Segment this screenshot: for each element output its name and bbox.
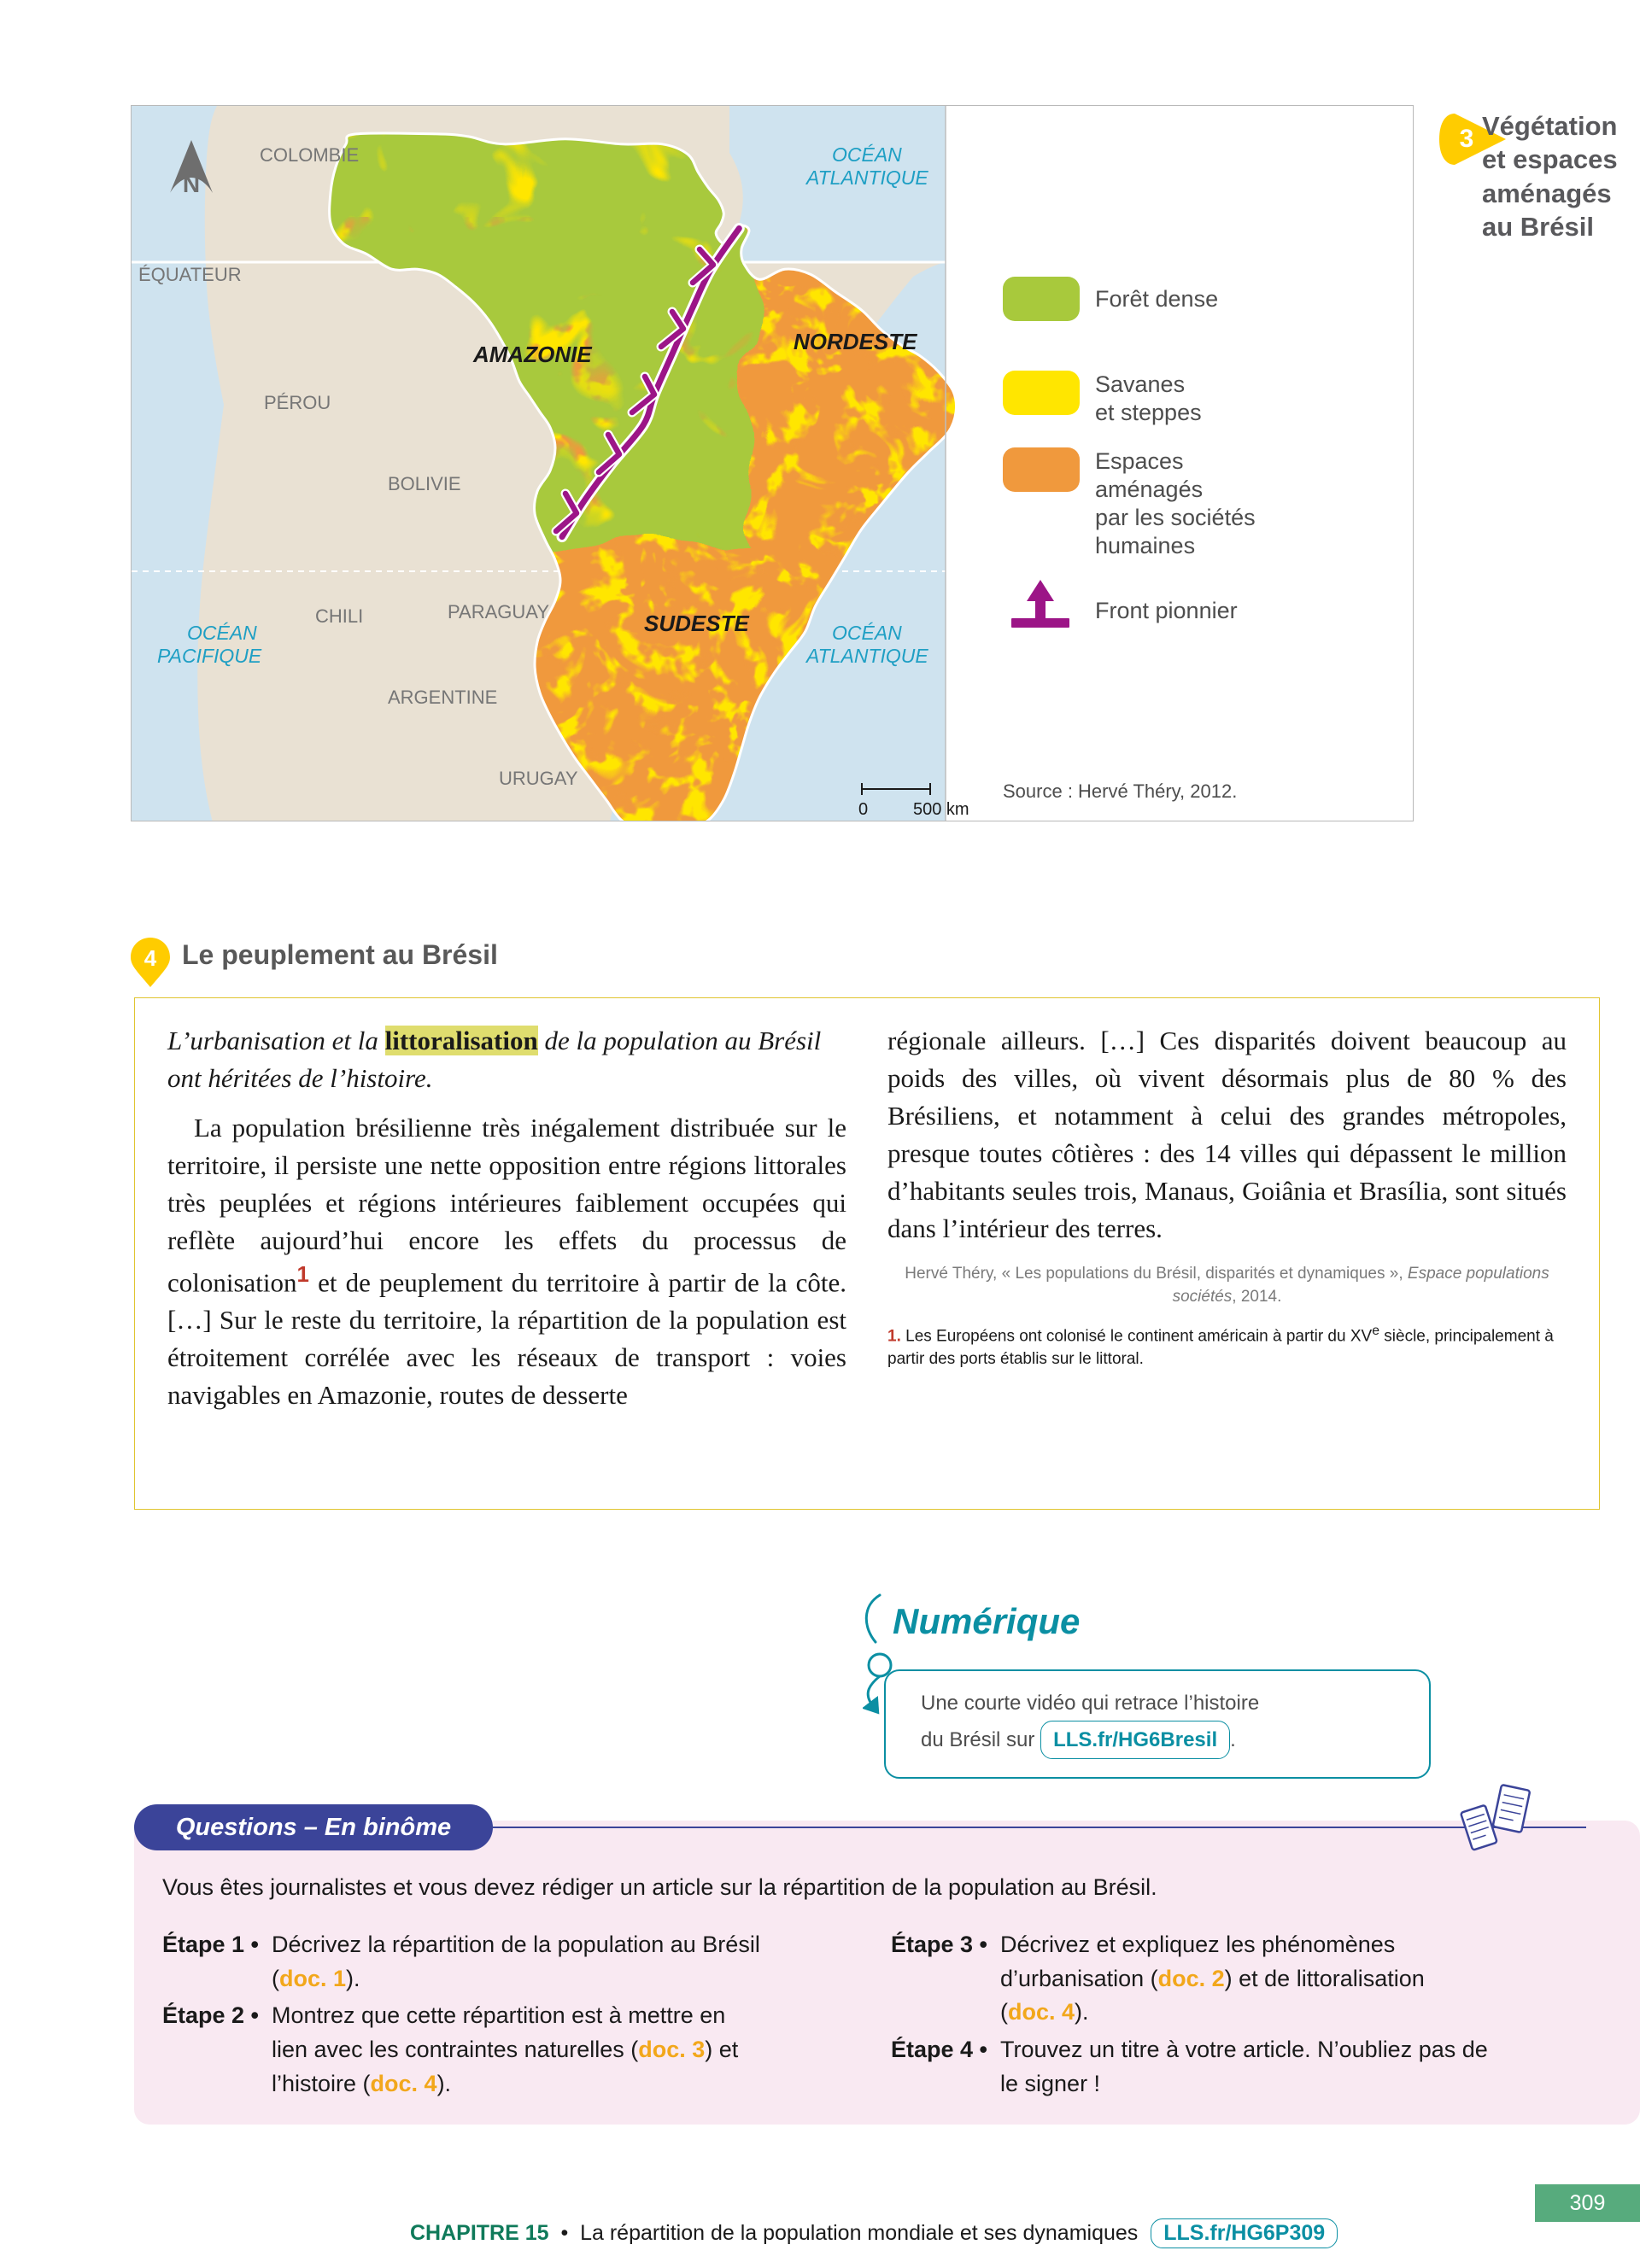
svg-text:Source : Hervé Théry, 2012.: Source : Hervé Théry, 2012. xyxy=(1003,780,1237,802)
svg-text:PARAGUAY: PARAGUAY xyxy=(448,601,549,623)
svg-text:ÉQUATEUR: ÉQUATEUR xyxy=(138,264,242,285)
svg-text:500 km: 500 km xyxy=(913,800,969,819)
svg-text:humaines: humaines xyxy=(1095,533,1195,558)
svg-text:aménagés: aménagés xyxy=(1095,476,1203,502)
svg-text:N: N xyxy=(183,171,200,197)
svg-text:BOLIVIE: BOLIVIE xyxy=(388,473,461,494)
svg-text:3: 3 xyxy=(1460,125,1474,153)
svg-text:Front pionnier: Front pionnier xyxy=(1095,598,1238,623)
svg-text:PACIFIQUE: PACIFIQUE xyxy=(157,645,262,667)
svg-text:ARGENTINE: ARGENTINE xyxy=(388,687,497,708)
svg-text:SUDESTE: SUDESTE xyxy=(644,611,749,636)
svg-text:OCÉAN: OCÉAN xyxy=(832,143,902,166)
svg-text:NORDESTE: NORDESTE xyxy=(794,329,917,354)
svg-text:CHILI: CHILI xyxy=(315,605,363,627)
svg-text:Numérique: Numérique xyxy=(893,1601,1080,1641)
svg-text:OCÉAN: OCÉAN xyxy=(832,622,902,644)
svg-text:OCÉAN: OCÉAN xyxy=(187,622,257,644)
svg-text:AMAZONIE: AMAZONIE xyxy=(472,342,592,367)
svg-text:COLOMBIE: COLOMBIE xyxy=(260,144,359,166)
svg-text:0: 0 xyxy=(858,800,868,819)
svg-text:Savanes: Savanes xyxy=(1095,371,1185,397)
svg-text:Forêt dense: Forêt dense xyxy=(1095,286,1218,312)
svg-text:et steppes: et steppes xyxy=(1095,400,1202,425)
svg-text:ATLANTIQUE: ATLANTIQUE xyxy=(805,645,928,667)
svg-text:ATLANTIQUE: ATLANTIQUE xyxy=(805,167,928,189)
svg-text:Espaces: Espaces xyxy=(1095,448,1184,474)
svg-text:4: 4 xyxy=(144,945,157,971)
svg-text:URUGAY: URUGAY xyxy=(499,768,578,789)
svg-text:par les sociétés: par les sociétés xyxy=(1095,505,1256,530)
svg-text:PÉROU: PÉROU xyxy=(264,392,331,413)
